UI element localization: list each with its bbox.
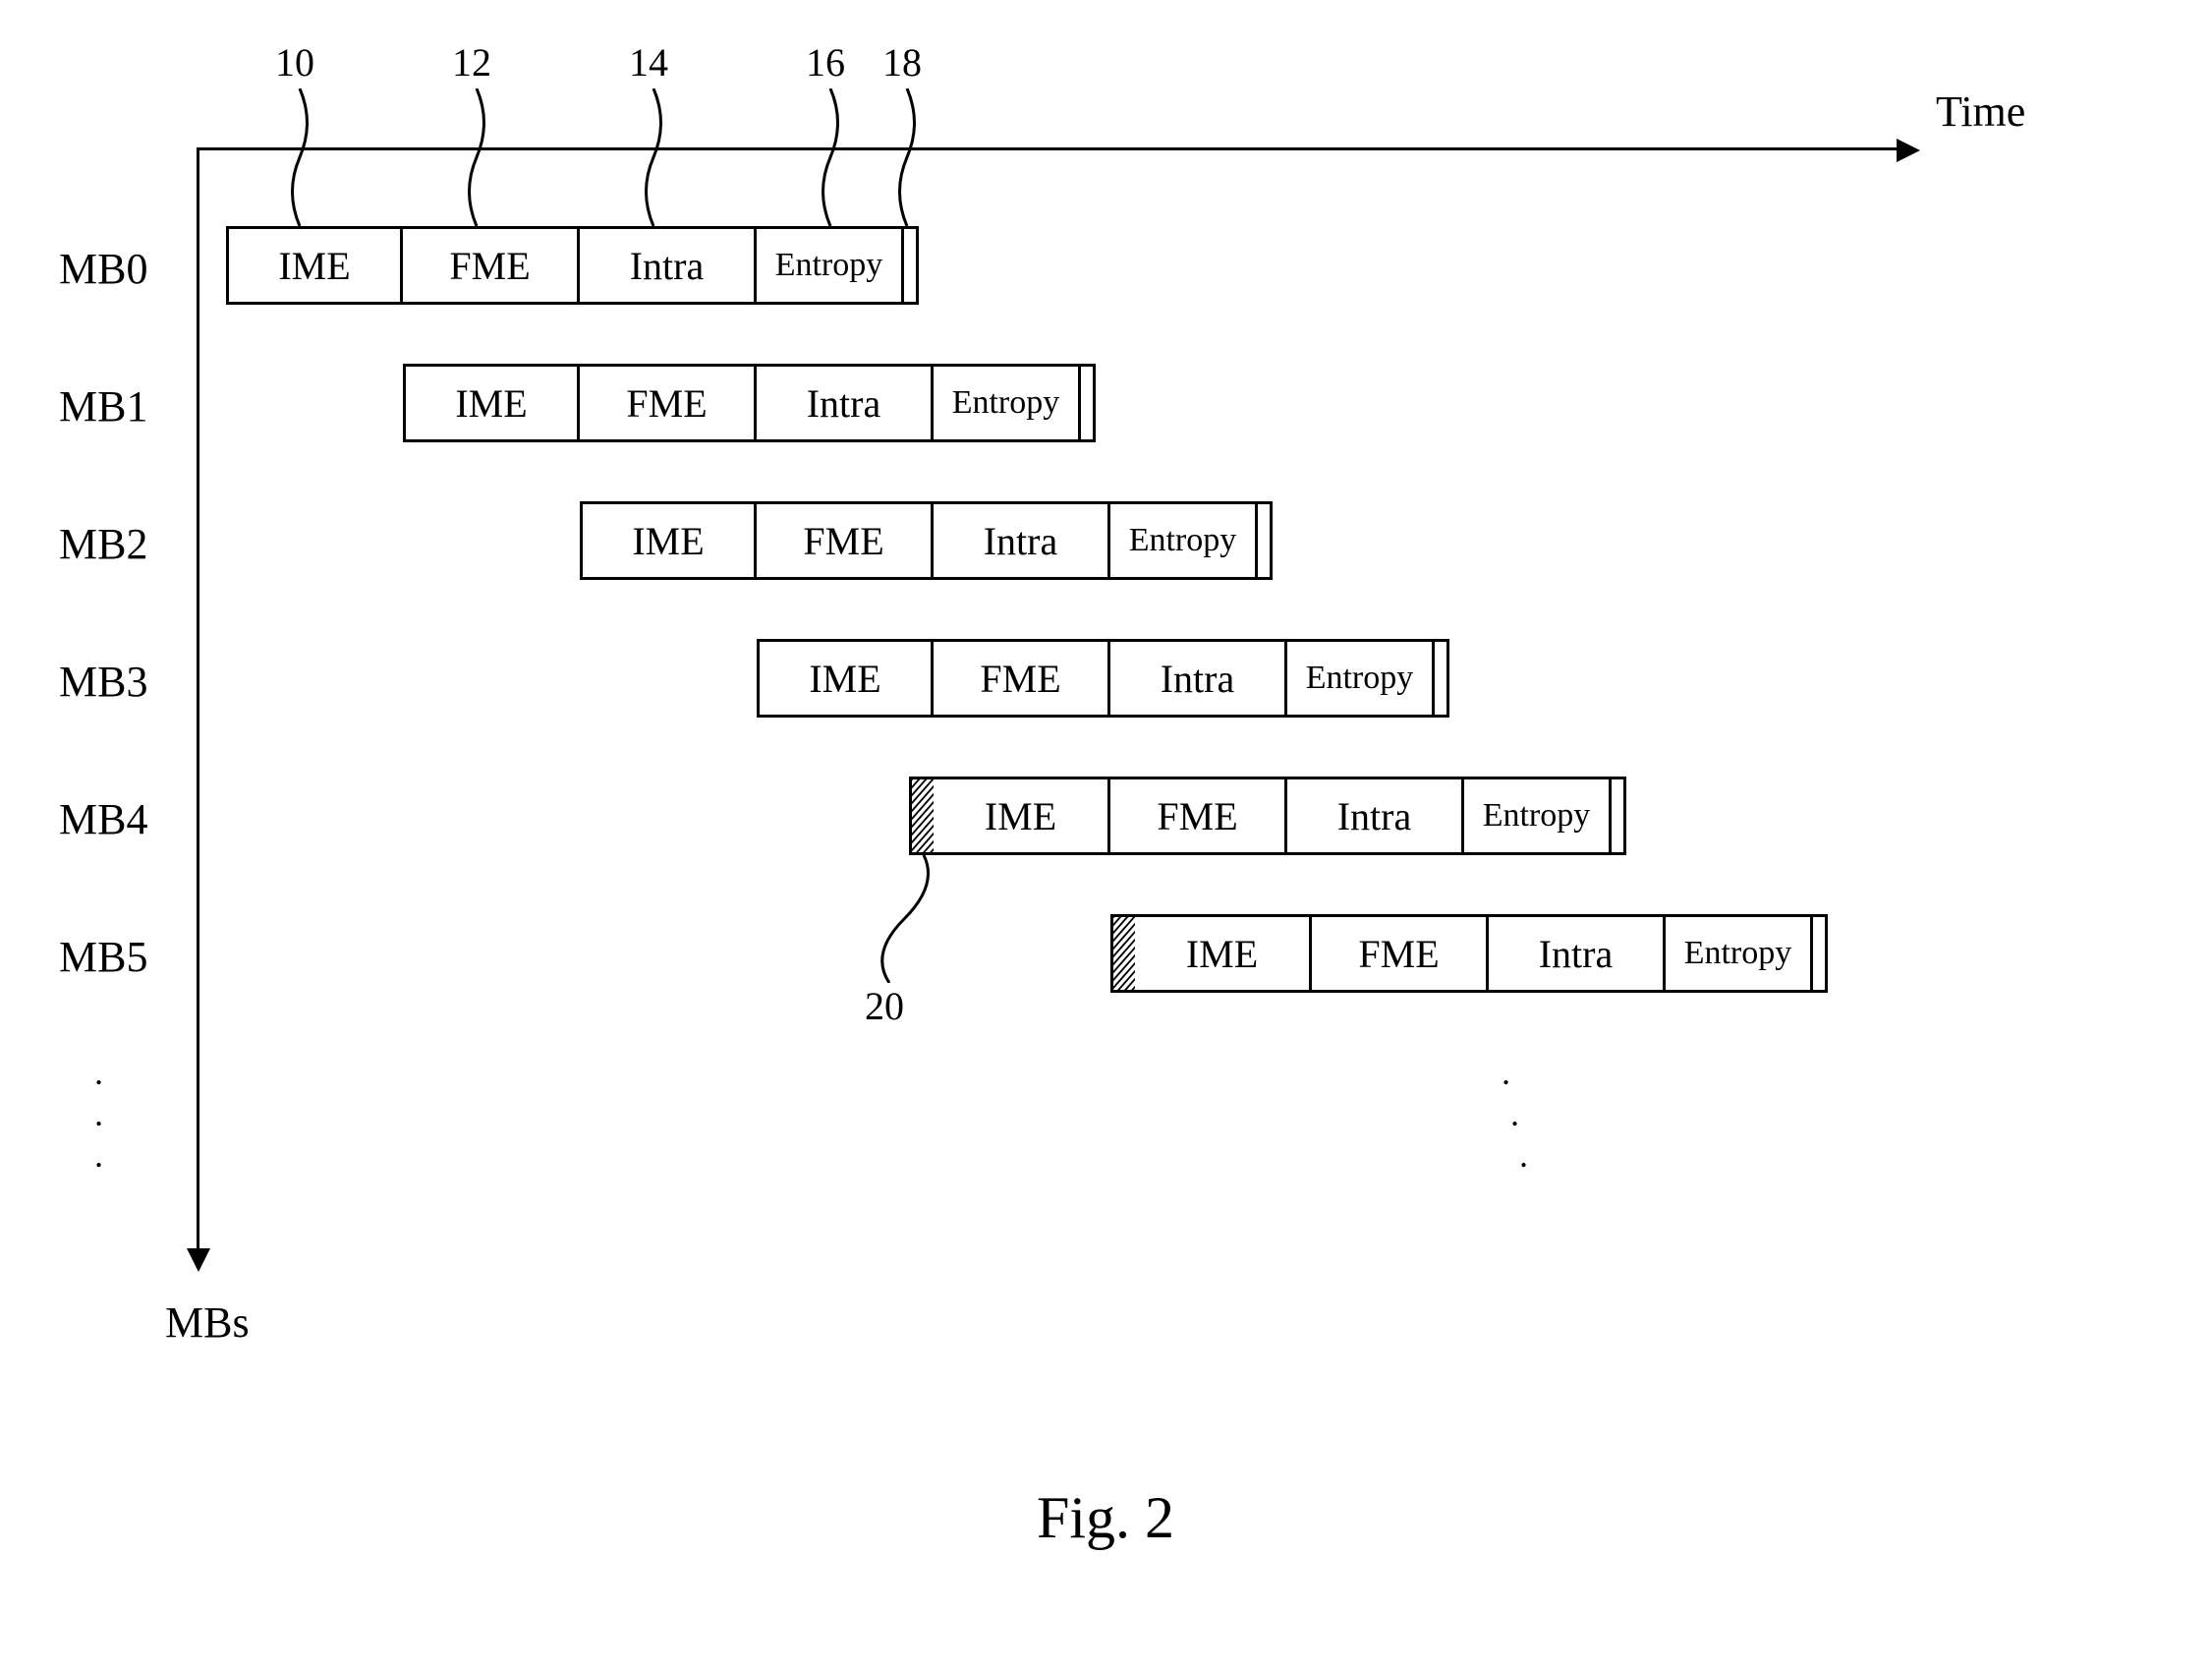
callout-leader (875, 855, 953, 983)
pipeline-row: IMEFMEIntraEntropy (226, 226, 919, 305)
row-label: MB0 (59, 244, 147, 294)
continuation-dots-left: ... (94, 1052, 103, 1176)
stage-intra: Intra (580, 226, 757, 305)
stage-end-sliver (1435, 639, 1449, 718)
stage-end-sliver (1612, 777, 1626, 855)
pipeline-row: IMEFMEIntraEntropy (580, 501, 1273, 580)
stage-end-sliver (904, 226, 919, 305)
stage-intra: Intra (934, 501, 1110, 580)
stage-fme: FME (580, 364, 757, 442)
stage-fme: FME (403, 226, 580, 305)
pipeline-row: IMEFMEIntraEntropy (757, 639, 1449, 718)
stage-ime: IME (403, 364, 580, 442)
mbs-axis-label: MBs (165, 1297, 250, 1348)
pipeline-row: IMEFMEIntraEntropy (403, 364, 1096, 442)
stage-intra: Intra (1110, 639, 1287, 718)
callout-leader (639, 88, 678, 226)
time-axis-label: Time (1936, 86, 2025, 137)
stage-ime: IME (226, 226, 403, 305)
stage-entropy: Entropy (1666, 914, 1813, 993)
stage-ime: IME (757, 639, 934, 718)
stage-end-sliver (1081, 364, 1096, 442)
hatch-stall-block (1110, 914, 1135, 993)
stage-ime: IME (934, 777, 1110, 855)
pipeline-row: IMEFMEIntraEntropy (1110, 914, 1828, 993)
row-label: MB5 (59, 932, 147, 982)
stage-fme: FME (1312, 914, 1489, 993)
stage-fme: FME (934, 639, 1110, 718)
callout-leader (892, 88, 932, 226)
row-label: MB1 (59, 381, 147, 432)
stage-entropy: Entropy (1110, 501, 1258, 580)
figure-caption: Fig. 2 (59, 1484, 2152, 1552)
callout-leader (285, 88, 324, 226)
stage-end-sliver (1258, 501, 1273, 580)
continuation-dots-right: . . . (1484, 1052, 1528, 1176)
stage-intra: Intra (1489, 914, 1666, 993)
stage-entropy: Entropy (1287, 639, 1435, 718)
mbs-axis-arrowhead (187, 1248, 210, 1272)
stage-entropy: Entropy (757, 226, 904, 305)
callout-number: 12 (452, 39, 491, 86)
stage-ime: IME (580, 501, 757, 580)
stage-fme: FME (757, 501, 934, 580)
stage-intra: Intra (1287, 777, 1464, 855)
stage-ime: IME (1135, 914, 1312, 993)
callout-number: 16 (806, 39, 845, 86)
mbs-axis-line (197, 147, 199, 1258)
callout-number: 18 (882, 39, 922, 86)
callout-leader (816, 88, 855, 226)
callout-number: 14 (629, 39, 668, 86)
stage-intra: Intra (757, 364, 934, 442)
stage-entropy: Entropy (934, 364, 1081, 442)
row-label: MB4 (59, 794, 147, 844)
pipeline-diagram: Time MBs 10 12 14 16 18 (59, 59, 2152, 1632)
callout-number: 20 (865, 983, 904, 1029)
stage-fme: FME (1110, 777, 1287, 855)
row-label: MB2 (59, 519, 147, 569)
time-axis-line (197, 147, 1906, 150)
pipeline-row: IMEFMEIntraEntropy (909, 777, 1626, 855)
stage-entropy: Entropy (1464, 777, 1612, 855)
callout-leader (462, 88, 501, 226)
row-label: MB3 (59, 657, 147, 707)
time-axis-arrowhead (1897, 139, 1920, 162)
stage-end-sliver (1813, 914, 1828, 993)
hatch-stall-block (909, 777, 934, 855)
callout-number: 10 (275, 39, 314, 86)
